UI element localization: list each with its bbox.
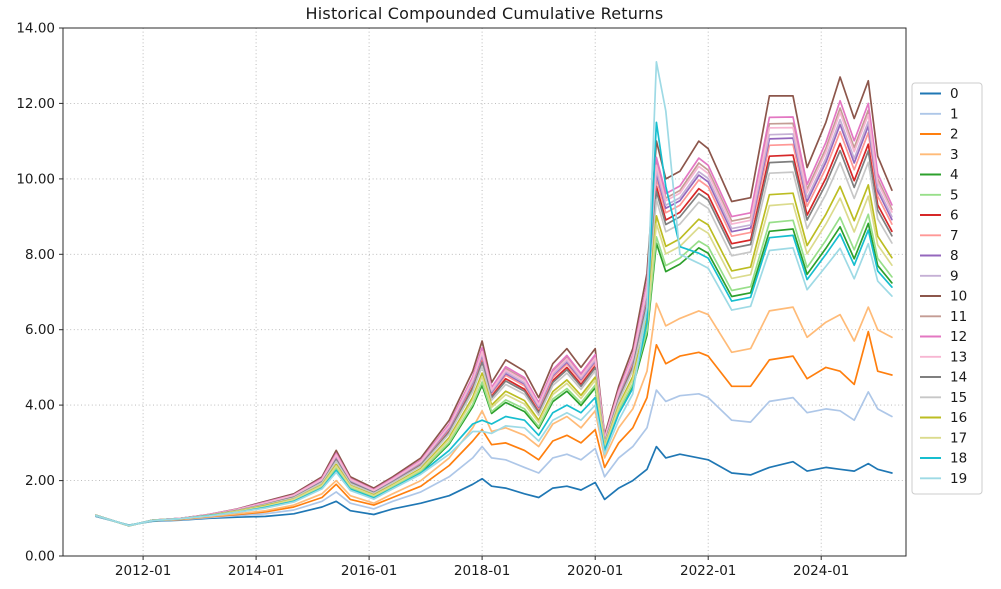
legend-label-2: 2: [950, 127, 959, 143]
series-line-18: [95, 121, 893, 527]
x-tick-label: 2016-01: [341, 563, 397, 579]
legend-item-19: 19: [920, 471, 967, 487]
plot-border: [62, 27, 907, 557]
series-line-14: [95, 149, 893, 527]
series-line-1: [95, 389, 893, 527]
series-line-9: [95, 118, 893, 527]
series-line-17: [95, 195, 893, 527]
y-tick-label: 14.00: [16, 21, 55, 37]
legend-label-10: 10: [950, 289, 967, 305]
legend-item-13: 13: [920, 349, 967, 365]
legend-label-4: 4: [950, 167, 959, 183]
y-tick-label: 4.00: [25, 398, 55, 414]
x-tick-label: 2012-01: [115, 563, 171, 579]
x-tick-label: 2022-01: [680, 563, 736, 579]
legend-label-14: 14: [950, 370, 967, 386]
y-tick-label: 12.00: [16, 96, 55, 112]
series-line-19: [95, 61, 893, 527]
x-tick-label: 2020-01: [567, 563, 623, 579]
legend-item-15: 15: [920, 390, 967, 406]
y-tick-label: 8.00: [25, 247, 55, 263]
legend-item-7: 7: [920, 228, 959, 244]
legend-item-1: 1: [920, 106, 959, 122]
legend-item-14: 14: [920, 370, 967, 386]
y-tick-label: 10.00: [16, 171, 55, 187]
legend-label-9: 9: [950, 268, 959, 284]
legend-label-16: 16: [950, 410, 967, 426]
series-line-0: [95, 445, 893, 526]
series-line-10: [95, 76, 893, 527]
legend-item-4: 4: [920, 167, 959, 183]
legend-item-0: 0: [920, 86, 959, 102]
legend-label-17: 17: [950, 430, 967, 446]
legend-label-5: 5: [950, 187, 959, 203]
y-tick-label: 2.00: [25, 473, 55, 489]
legend-item-6: 6: [920, 208, 959, 224]
legend-item-11: 11: [920, 309, 967, 325]
legend-label-6: 6: [950, 208, 959, 224]
legend-item-3: 3: [920, 147, 959, 163]
x-tick-label: 2024-01: [793, 563, 849, 579]
series-line-5: [95, 213, 893, 527]
legend-item-17: 17: [920, 430, 967, 446]
legend-label-1: 1: [950, 106, 959, 122]
legend-label-12: 12: [950, 329, 967, 345]
series-line-2: [95, 330, 893, 527]
x-tick-label: 2018-01: [454, 563, 510, 579]
x-tick-label: 2014-01: [228, 563, 284, 579]
series-line-11: [95, 107, 893, 527]
legend-label-11: 11: [950, 309, 967, 325]
legend-item-8: 8: [920, 248, 959, 264]
legend-label-0: 0: [950, 86, 959, 102]
y-tick-label: 0.00: [25, 549, 55, 565]
series-line-13: [95, 111, 893, 527]
legend-item-18: 18: [920, 451, 967, 467]
legend-item-16: 16: [920, 410, 967, 426]
legend-item-10: 10: [920, 289, 967, 305]
legend-label-7: 7: [950, 228, 959, 244]
legend-label-19: 19: [950, 471, 967, 487]
series-line-16: [95, 184, 893, 527]
legend-item-9: 9: [920, 268, 959, 284]
legend-label-15: 15: [950, 390, 967, 406]
legend-item-12: 12: [920, 329, 967, 345]
series-line-15: [95, 161, 893, 527]
series-line-6: [95, 142, 893, 527]
legend-item-5: 5: [920, 187, 959, 203]
chart-title: Historical Compounded Cumulative Returns: [305, 4, 664, 23]
legend-label-18: 18: [950, 451, 967, 467]
series-line-3: [95, 302, 893, 527]
legend-item-2: 2: [920, 127, 959, 143]
legend-box: [911, 82, 983, 495]
y-tick-label: 6.00: [25, 322, 55, 338]
legend-label-13: 13: [950, 349, 967, 365]
series-line-12: [95, 99, 893, 527]
series-line-8: [95, 123, 893, 527]
legend-label-3: 3: [950, 147, 959, 163]
legend-label-8: 8: [950, 248, 959, 264]
